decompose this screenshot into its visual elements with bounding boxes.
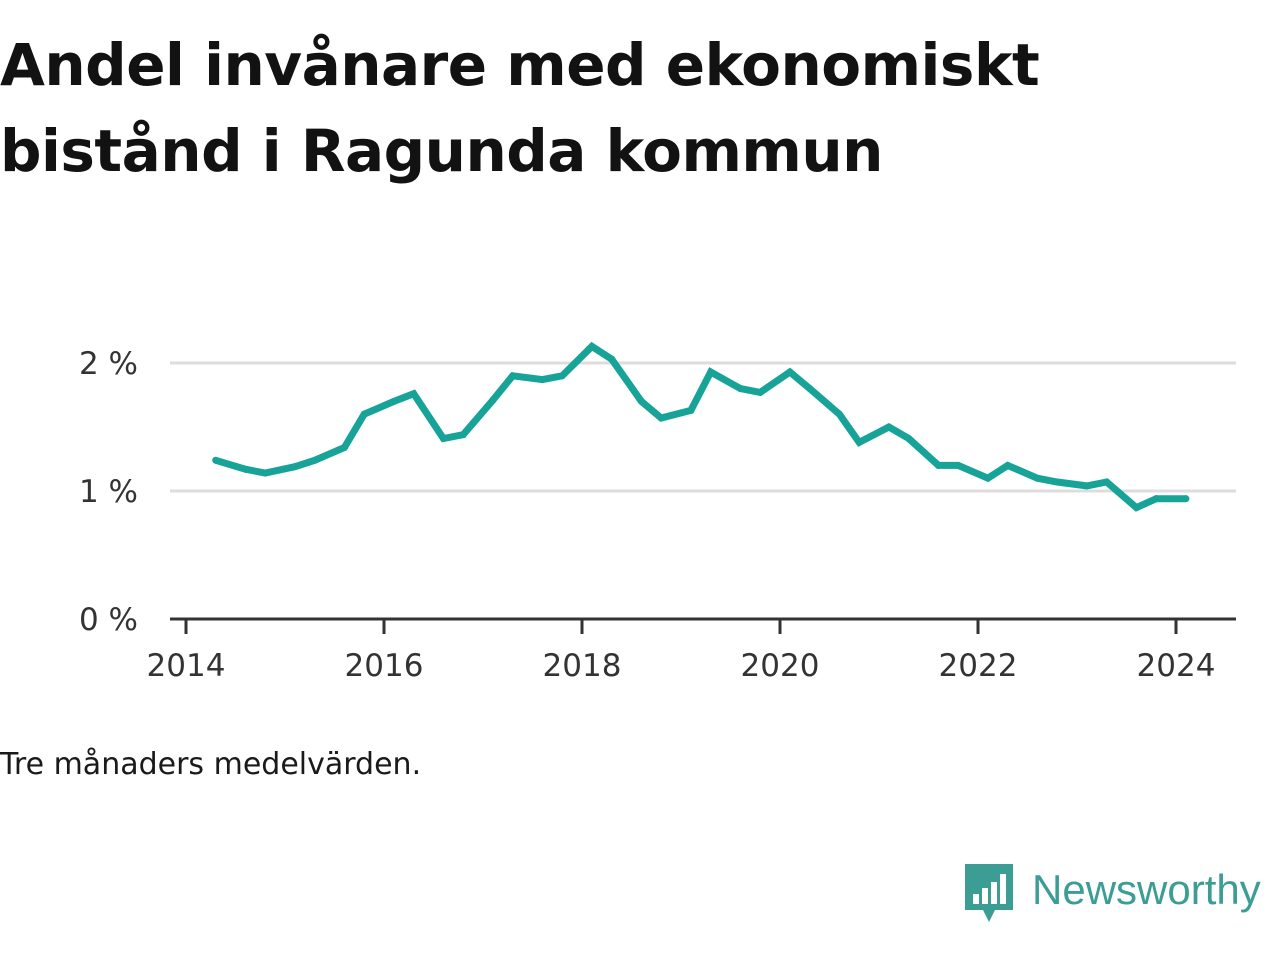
data-point xyxy=(311,456,319,464)
x-tick-label: 2024 xyxy=(1137,648,1216,684)
data-point xyxy=(1132,504,1140,512)
data-point xyxy=(1152,495,1160,503)
chart-note: Tre månaders medelvärden. xyxy=(0,747,422,782)
data-point xyxy=(489,396,497,404)
x-tick-label: 2016 xyxy=(345,648,424,684)
data-point xyxy=(538,376,546,384)
data-point xyxy=(608,355,616,363)
x-axis-ticks: 2014 2016 2018 2020 2022 2024 xyxy=(147,619,1216,684)
data-point xyxy=(212,456,220,464)
data-point xyxy=(241,465,249,473)
data-point xyxy=(954,461,962,469)
data-point xyxy=(1182,495,1190,503)
newsworthy-logo-text: Newsworthy xyxy=(1032,866,1261,913)
y-tick-label: 2 % xyxy=(79,346,138,382)
y-tick-label: 1 % xyxy=(79,474,138,510)
chart-title: Andel invånare med ekonomiskt bistånd i … xyxy=(0,31,1040,185)
x-tick-label: 2014 xyxy=(147,648,226,684)
data-point xyxy=(1053,478,1061,486)
data-point xyxy=(905,435,913,443)
data-point xyxy=(885,423,893,431)
data-point xyxy=(1033,474,1041,482)
data-point xyxy=(1103,478,1111,486)
y-axis-tick-labels: 0 % 1 % 2 % xyxy=(79,346,138,638)
data-points xyxy=(212,342,1190,512)
data-point xyxy=(509,372,517,380)
x-tick-label: 2020 xyxy=(741,648,820,684)
data-point xyxy=(291,463,299,471)
data-point xyxy=(439,435,447,443)
x-tick-label: 2018 xyxy=(543,648,622,684)
data-point xyxy=(459,431,467,439)
data-point xyxy=(637,397,645,405)
data-point xyxy=(340,443,348,451)
data-point xyxy=(360,410,368,418)
data-point xyxy=(756,388,764,396)
data-point xyxy=(558,372,566,380)
data-point xyxy=(855,438,863,446)
newsworthy-logo-icon xyxy=(965,864,1013,922)
data-point xyxy=(806,385,814,393)
data-point xyxy=(687,406,695,414)
y-tick-label: 0 % xyxy=(79,602,138,638)
data-point xyxy=(707,368,715,376)
data-point xyxy=(934,461,942,469)
series-line xyxy=(214,341,1186,512)
data-point xyxy=(1004,461,1012,469)
data-point xyxy=(786,368,794,376)
x-tick-label: 2022 xyxy=(939,648,1018,684)
data-point xyxy=(984,474,992,482)
data-point xyxy=(410,390,418,398)
newsworthy-logo[interactable]: Newsworthy xyxy=(962,862,1261,926)
line-chart: 0 % 1 % 2 % 2014 2016 2018 2020 2022 2024 xyxy=(79,341,1236,684)
data-point xyxy=(390,397,398,405)
data-point xyxy=(736,385,744,393)
data-point xyxy=(588,342,596,350)
data-point xyxy=(1083,482,1091,490)
data-point xyxy=(835,410,843,418)
data-point xyxy=(657,414,665,422)
gridlines xyxy=(170,361,1236,493)
data-point xyxy=(261,469,269,477)
